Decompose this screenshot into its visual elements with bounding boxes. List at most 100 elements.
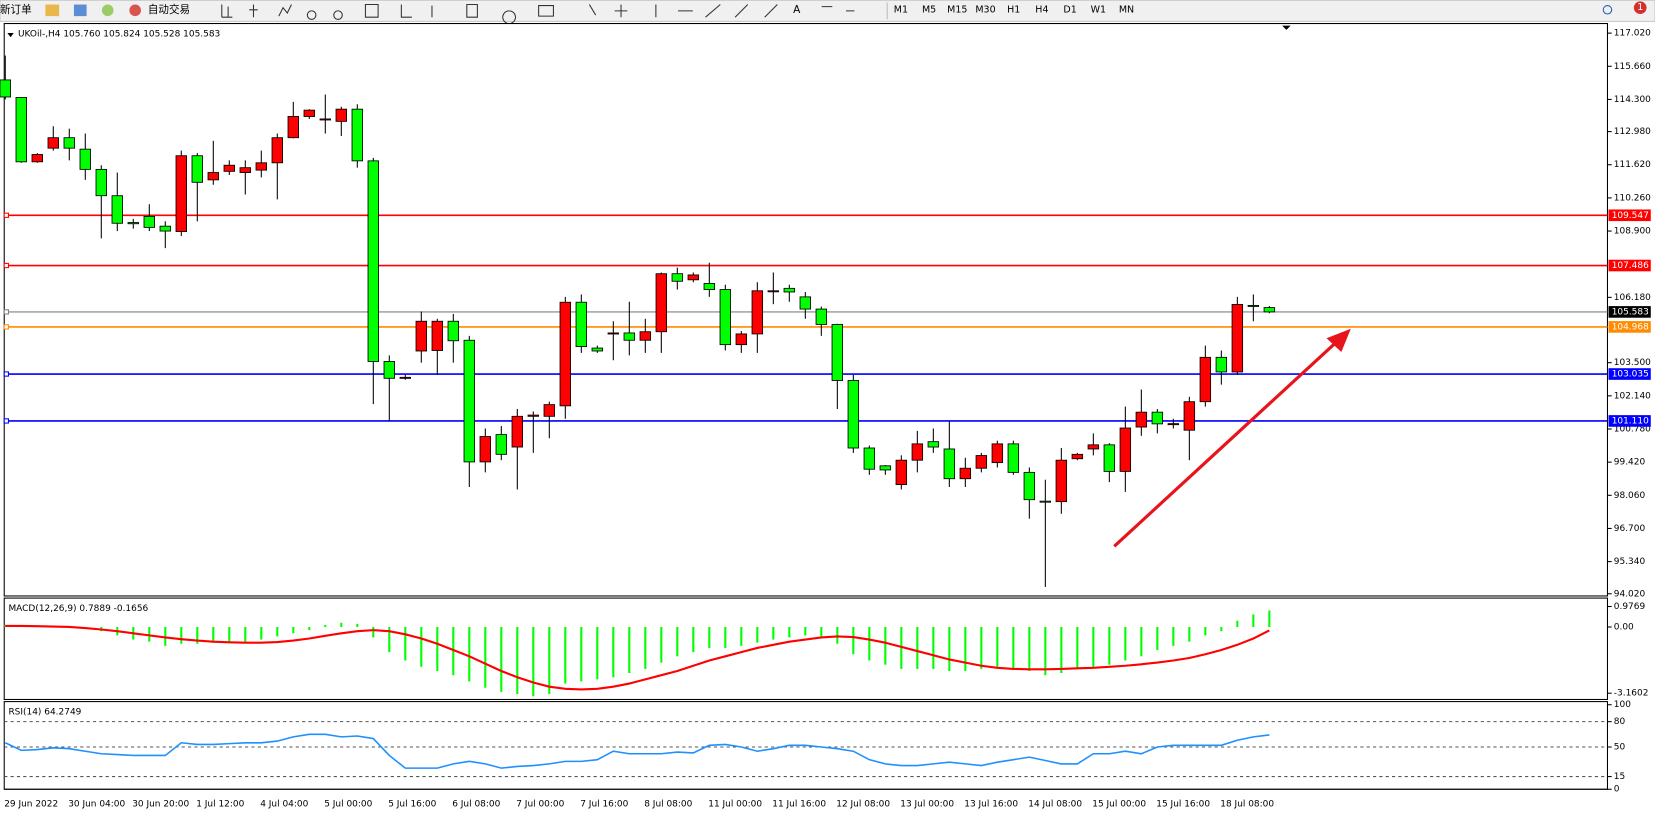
chart-title: UKOil-,H4 105.760 105.824 105.528 105.58…: [18, 30, 220, 40]
new-order-button[interactable]: 新订单: [0, 3, 32, 16]
candle-body: [399, 376, 412, 379]
icon[interactable]: [101, 4, 114, 17]
x-tick-label: 15 Jul 16:00: [1156, 800, 1210, 810]
x-tick-label: 30 Jun 04:00: [68, 800, 125, 810]
signal-line: [5, 624, 1270, 691]
icon[interactable]: [45, 4, 60, 17]
candle-body: [1263, 307, 1276, 313]
icon[interactable]: [73, 4, 87, 17]
timeframe-button[interactable]: M30: [975, 4, 995, 15]
candle-body: [575, 301, 588, 348]
y-tick-label: 114.300: [1614, 95, 1651, 105]
candle-body: [319, 118, 331, 121]
candle-body: [879, 465, 892, 471]
y-tick-label: 102.140: [1614, 391, 1651, 401]
x-tick-label: 7 Jul 00:00: [516, 800, 564, 810]
toolbar-icons: [221, 3, 855, 24]
candle-body: [0, 79, 11, 98]
y-tick-label: 0.00: [1614, 622, 1634, 632]
candle-body: [911, 443, 924, 461]
level-label-box: [1608, 306, 1651, 318]
arrow-head: [1326, 328, 1351, 352]
shift-marker: [1282, 25, 1291, 30]
candle-body: [127, 222, 139, 225]
text-tool[interactable]: A: [793, 4, 801, 16]
candle-body: [447, 320, 460, 342]
candle-body: [943, 448, 956, 480]
candle-body: [783, 287, 796, 293]
candle-body: [1103, 444, 1116, 472]
level-label: 107.486: [1612, 261, 1649, 271]
level-marker: [3, 371, 9, 377]
y-tick-label: 110.260: [1614, 193, 1651, 203]
notification-badge[interactable]: [1633, 1, 1647, 15]
x-tick-label: 5 Jul 00:00: [324, 800, 372, 810]
candle-body: [735, 333, 748, 346]
candle-body: [591, 347, 604, 352]
candle-body: [863, 447, 876, 470]
candle-body: [143, 216, 155, 228]
candle-body: [1167, 423, 1180, 426]
candle-body: [383, 361, 396, 379]
level-label-box: [1608, 415, 1651, 427]
candle-body: [815, 308, 828, 325]
macd-title: MACD(12,26,9) 0.7889 -0.1656: [8, 604, 148, 614]
trend-arrow: [1113, 328, 1351, 548]
candle-body: [847, 380, 860, 449]
y-tick-label: 106.180: [1614, 293, 1651, 303]
auto-trading-button[interactable]: 自动交易: [148, 3, 190, 16]
candle-body: [655, 273, 668, 333]
y-tick-label: 96.700: [1614, 524, 1646, 534]
timeframe-button[interactable]: M15: [947, 4, 967, 15]
timeframe-button[interactable]: MN: [1119, 4, 1134, 15]
y-tick-label: 0: [1614, 785, 1620, 795]
x-tick-label: 12 Jul 08:00: [836, 800, 890, 810]
rsi-title: RSI(14) 64.2749: [8, 708, 81, 718]
symbol-dropdown[interactable]: [7, 33, 14, 38]
y-tick-label: 99.420: [1614, 458, 1646, 468]
y-tick-label: 94.020: [1614, 589, 1646, 599]
y-tick-label: 112.980: [1614, 127, 1651, 137]
timeframe-group: M1 M5 M15 M30 H1 H4 D1 W1 MN: [894, 4, 1134, 15]
y-tick-label: 108.900: [1614, 227, 1651, 237]
candle-body: [1151, 411, 1164, 425]
candle-body: [303, 109, 315, 117]
level-label-box: [1608, 259, 1651, 272]
candle-body: [719, 289, 732, 346]
candle-body: [559, 301, 572, 407]
candle-body: [1007, 443, 1020, 473]
timeframe-button[interactable]: W1: [1091, 4, 1106, 15]
y-tick-label: 100.780: [1614, 424, 1651, 434]
y-tick-label: 15: [1614, 772, 1625, 782]
x-tick-label: 11 Jul 00:00: [708, 800, 762, 810]
candle-body: [367, 160, 380, 362]
candle-body: [767, 290, 780, 293]
timeframe-button[interactable]: H4: [1035, 4, 1048, 15]
search-icon[interactable]: [1602, 5, 1613, 15]
candle-body: [1071, 453, 1084, 460]
candle-body: [527, 414, 540, 417]
timeframe-button[interactable]: H1: [1007, 4, 1020, 15]
candle-body: [175, 155, 187, 232]
candle-body: [687, 274, 700, 281]
candle-body: [463, 339, 476, 463]
candle-body: [239, 167, 251, 173]
toolbar-bg: [0, 0, 1655, 22]
notification-count: 1: [1637, 2, 1643, 13]
candle-body: [607, 332, 620, 335]
timeframe-button[interactable]: M1: [894, 4, 908, 15]
candle-body: [799, 296, 812, 310]
x-tick-label: 4 Jul 04:00: [260, 800, 308, 810]
x-tick-label: 5 Jul 16:00: [388, 800, 436, 810]
candle-body: [495, 434, 508, 455]
y-tick-label: 100: [1614, 700, 1631, 710]
candle-body: [703, 283, 716, 290]
macd-panel: [3, 597, 1609, 700]
candle-body: [543, 404, 556, 417]
y-tick-label: 103.500: [1614, 358, 1651, 368]
timeframe-button[interactable]: D1: [1063, 4, 1076, 15]
timeframe-button[interactable]: M5: [922, 4, 936, 15]
auto-trading-icon[interactable]: [129, 4, 141, 17]
